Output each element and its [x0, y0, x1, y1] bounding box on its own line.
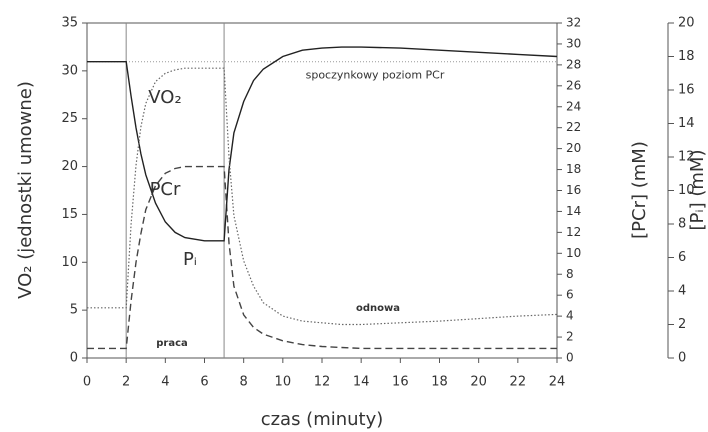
y3-axis-label: [Pᵢ] (mM) — [687, 150, 708, 231]
y2-tick-label: 24 — [566, 99, 581, 113]
y3-tick-label: 0 — [678, 351, 686, 366]
y2-tick-label: 26 — [566, 78, 581, 92]
series-line — [87, 165, 557, 350]
x-tick-label: 22 — [510, 375, 527, 390]
x-tick-label: 10 — [275, 375, 292, 390]
y3-tick-label: 8 — [678, 217, 686, 232]
y2-tick-label: 0 — [566, 351, 574, 365]
x-tick-label: 20 — [470, 375, 487, 390]
y-tick-label: 5 — [70, 303, 78, 318]
series-label: PCr — [150, 179, 181, 200]
series-line — [87, 46, 558, 242]
y2-tick-label: 20 — [566, 141, 581, 155]
y3-tick-label: 16 — [678, 83, 695, 98]
series-line — [87, 67, 558, 326]
annotation: odnowa — [356, 303, 400, 314]
x-tick-label: 8 — [240, 375, 248, 390]
y2-tick-label: 22 — [566, 120, 581, 134]
y2-tick-label: 16 — [566, 183, 581, 197]
annotation: praca — [156, 338, 188, 349]
x-tick-label: 16 — [392, 375, 409, 390]
y2-tick-label: 32 — [566, 16, 581, 30]
y2-tick-label: 4 — [566, 309, 574, 323]
x-tick-label: 14 — [353, 375, 370, 390]
x-tick-label: 4 — [161, 375, 169, 390]
y3-tick-label: 10 — [678, 183, 695, 198]
x-tick-label: 24 — [549, 375, 566, 390]
y3-tick-label: 2 — [678, 317, 686, 332]
x-tick-label: 12 — [314, 375, 331, 390]
y-tick-label: 35 — [61, 16, 78, 31]
y2-tick-label: 12 — [566, 225, 581, 239]
x-tick-label: 0 — [83, 375, 91, 390]
y-tick-label: 20 — [61, 159, 78, 174]
x-tick-label: 2 — [122, 375, 130, 390]
y2-tick-label: 30 — [566, 36, 581, 50]
y-tick-label: 15 — [61, 207, 78, 222]
y2-tick-label: 18 — [566, 162, 581, 176]
y3-tick-label: 6 — [678, 250, 686, 265]
y2-tick-label: 8 — [566, 267, 574, 281]
series-label: Pᵢ — [183, 249, 197, 270]
y-axis-label: VO₂ (jednostki umowne) — [15, 81, 36, 299]
y3-tick-label: 14 — [678, 116, 695, 131]
x-axis-label: czas (minuty) — [261, 409, 384, 430]
y-tick-label: 30 — [61, 63, 78, 78]
y3-tick-label: 12 — [678, 150, 695, 165]
y2-tick-label: 14 — [566, 204, 581, 218]
y-tick-label: 25 — [61, 111, 78, 126]
y3-tick-label: 4 — [678, 284, 686, 299]
y2-tick-label: 10 — [566, 246, 581, 260]
y2-tick-label: 6 — [566, 288, 574, 302]
y-tick-label: 0 — [70, 351, 78, 366]
y2-tick-label: 2 — [566, 330, 574, 344]
series-label: VO₂ — [148, 87, 181, 108]
rest-label: spoczynkowy poziom PCr — [306, 69, 445, 82]
x-tick-label: 18 — [431, 375, 448, 390]
y2-axis-label: [PCr] (mM) — [629, 141, 650, 239]
y3-tick-label: 20 — [678, 16, 695, 31]
y3-tick-label: 18 — [678, 49, 695, 64]
y2-tick-label: 28 — [566, 57, 581, 71]
y-tick-label: 10 — [61, 255, 78, 270]
x-tick-label: 6 — [200, 375, 208, 390]
